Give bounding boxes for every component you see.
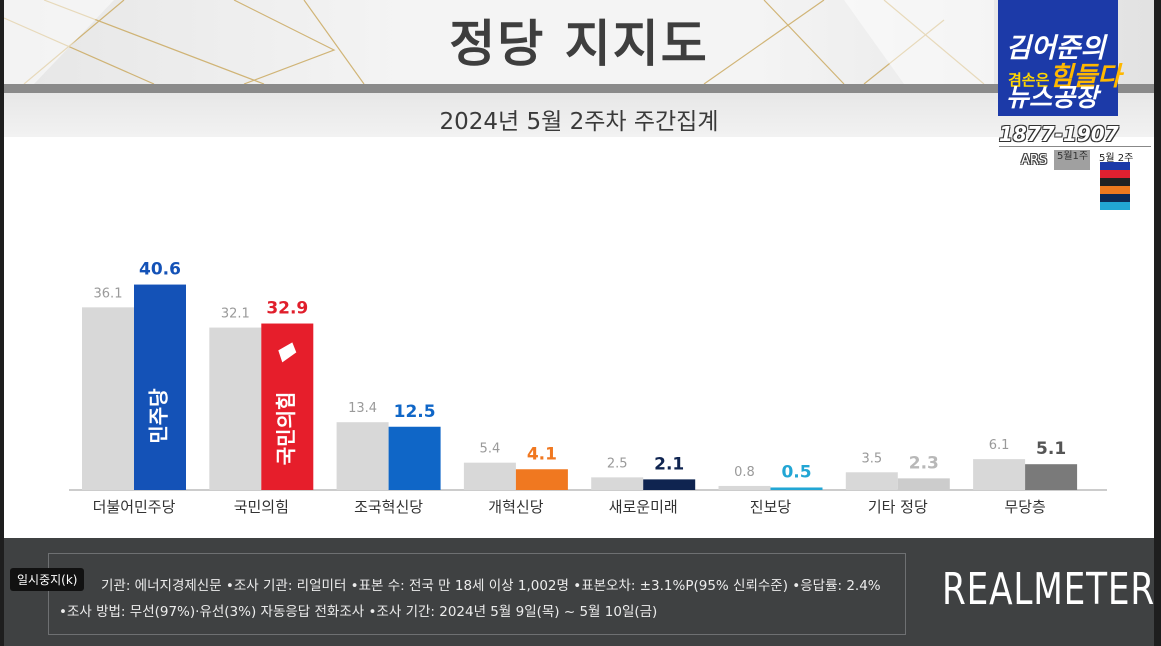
mini-swatch-4 — [1100, 186, 1130, 194]
value-label-previous: 36.1 — [94, 286, 123, 301]
logo-line-3: 뉴스공장 — [1006, 83, 1099, 112]
value-label-current: 2.3 — [909, 453, 939, 473]
value-label-current: 2.1 — [654, 454, 684, 474]
pause-button-label[interactable]: 일시중지(k) — [10, 568, 85, 591]
bar-previous — [82, 307, 134, 490]
gold-line-decoration — [4, 0, 994, 84]
bar-current — [897, 478, 950, 490]
bar-previous — [463, 462, 516, 490]
value-label-previous: 13.4 — [348, 401, 377, 416]
bar-previous — [973, 459, 1026, 490]
value-label-previous: 32.1 — [221, 307, 250, 322]
value-label-previous: 0.8 — [734, 465, 755, 480]
category-label: 개혁신당 — [488, 498, 543, 516]
bar-party-mark: 민주당 — [147, 388, 171, 444]
mini-swatch-3 — [1100, 178, 1130, 186]
bar-current — [388, 426, 441, 490]
title-divider — [4, 84, 1154, 93]
title-banner: 정당 지지도 — [4, 0, 1154, 84]
broadcast-frame: 정당 지지도 2024년 5월 2주차 주간집계 36.1 40.6 더불어민주당 민… — [4, 0, 1154, 646]
value-label-previous: 3.5 — [861, 451, 882, 466]
chart-subtitle: 2024년 5월 2주차 주간집계 — [439, 109, 719, 135]
bar-previous — [718, 485, 771, 490]
value-label-current: 32.9 — [266, 299, 308, 319]
ars-week-box — [1054, 150, 1090, 170]
ppp-logo-icon — [278, 342, 297, 363]
ars-phone-number: 1877-1907 — [999, 122, 1119, 146]
chart-title: 정당 지지도 — [449, 15, 709, 73]
bar-previous — [845, 472, 898, 490]
bar-current — [770, 487, 823, 490]
value-label-current: 12.5 — [394, 402, 436, 422]
category-label: 국민의힘 — [234, 498, 289, 516]
mini-swatch-6 — [1100, 202, 1130, 210]
bar-previous — [336, 422, 389, 490]
value-label-current: 40.6 — [139, 260, 181, 280]
survey-info-box: 기관: 에너지경제신문 •조사 기관: 리얼미터 •표본 수: 전국 만 18세… — [48, 553, 906, 635]
value-label-previous: 5.4 — [480, 442, 501, 457]
value-label-current: 5.1 — [1036, 439, 1066, 459]
ars-week-label: 5월1주 — [1057, 151, 1089, 162]
survey-info-line-2: •조사 방법: 무선(97%)·유선(3%) 자동응답 전화조사 •조사 기간:… — [59, 604, 658, 620]
mini-swatch-1 — [1100, 162, 1130, 170]
bar-current — [515, 469, 568, 490]
value-label-previous: 2.5 — [607, 456, 628, 471]
category-label: 조국혁신당 — [354, 498, 423, 516]
logo-line-1: 김어준의 — [1006, 33, 1106, 64]
bar-current — [643, 479, 696, 490]
category-label: 새로운미래 — [609, 498, 678, 516]
mini-swatch-2 — [1100, 170, 1130, 178]
value-label-current: 4.1 — [527, 444, 557, 464]
category-label: 기타 정당 — [868, 498, 928, 516]
bar-previous — [209, 327, 262, 490]
value-label-previous: 6.1 — [989, 438, 1010, 453]
bar-current — [134, 284, 186, 490]
value-label-current: 0.5 — [781, 462, 811, 482]
ars-label: ARS — [1021, 153, 1048, 168]
show-logo: 김어준의 겸손은힘들다 뉴스공장 — [998, 0, 1122, 116]
mini-swatch-5 — [1100, 194, 1130, 202]
logo-rule — [999, 146, 1151, 147]
realmeter-brand: REALMETER — [942, 564, 1154, 615]
bar-previous — [591, 477, 644, 490]
subtitle-band — [4, 93, 1154, 137]
footer-panel: 기관: 에너지경제신문 •조사 기관: 리얼미터 •표본 수: 전국 만 18세… — [4, 538, 1154, 646]
category-label: 무당층 — [1004, 498, 1045, 516]
mini-week-label: 5월 2주 — [1099, 153, 1134, 164]
category-label: 더불어민주당 — [93, 498, 176, 516]
bar-party-mark: 국민의힘 — [274, 392, 298, 466]
survey-info-line-1: 기관: 에너지경제신문 •조사 기관: 리얼미터 •표본 수: 전국 만 18세… — [101, 578, 881, 594]
category-label: 진보당 — [750, 498, 792, 516]
logo-line-2: 겸손은힘들다 — [1008, 62, 1122, 92]
bar-current — [1025, 464, 1078, 490]
